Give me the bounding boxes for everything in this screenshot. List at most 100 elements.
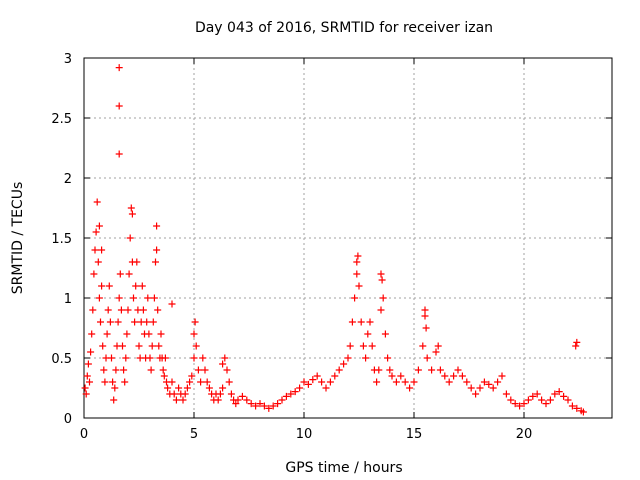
data-point-plus (115, 150, 123, 158)
data-point-plus (149, 318, 157, 326)
y-tick-label: 2 (64, 172, 72, 187)
data-point-plus (381, 330, 389, 338)
data-point-plus (485, 380, 493, 388)
data-point-plus (428, 366, 436, 374)
data-point-plus (143, 318, 151, 326)
data-point-plus (117, 306, 125, 314)
data-point-plus (86, 378, 93, 386)
data-point-plus (112, 366, 120, 374)
data-point-plus (520, 400, 528, 408)
data-point-plus (278, 396, 286, 404)
data-point-plus (83, 372, 91, 380)
data-point-plus (219, 384, 227, 392)
data-point-plus (223, 366, 231, 374)
data-point-plus (203, 378, 211, 386)
plot-frame (83, 57, 613, 419)
data-point-plus (551, 390, 559, 398)
data-point-plus (351, 294, 359, 302)
data-point-plus (92, 228, 100, 236)
data-point-plus (154, 306, 162, 314)
data-point-plus (109, 378, 117, 386)
data-point-plus (414, 366, 422, 374)
data-point-plus (148, 342, 156, 350)
data-point-plus (445, 378, 453, 386)
data-point-plus (322, 384, 330, 392)
y-tick-label: 1.5 (51, 232, 72, 247)
data-point-plus (313, 372, 321, 380)
data-point-plus (91, 246, 99, 254)
data-point-plus (127, 204, 135, 212)
data-point-plus (296, 384, 304, 392)
data-point-plus (108, 354, 115, 362)
data-point-plus (422, 324, 430, 332)
data-point-plus (346, 342, 354, 350)
data-point-plus (355, 282, 363, 290)
data-point-plus (147, 366, 155, 374)
data-point-plus (153, 246, 161, 254)
data-point-plus (161, 354, 169, 362)
data-point-plus (103, 330, 111, 338)
data-point-plus (101, 378, 109, 386)
data-point-plus (97, 318, 104, 326)
data-point-plus (181, 390, 189, 398)
data-point-plus (516, 402, 524, 410)
data-point-plus (450, 372, 458, 380)
data-point-plus (542, 400, 550, 408)
data-point-plus (441, 372, 449, 380)
data-point-plus (309, 376, 317, 384)
data-point-plus (401, 378, 409, 386)
data-point-plus (572, 342, 580, 350)
data-point-plus (199, 354, 207, 362)
grid-lines (84, 58, 612, 418)
data-point-plus (524, 396, 532, 404)
data-point-plus (88, 330, 96, 338)
data-point-plus (434, 342, 442, 350)
data-point-plus (282, 392, 290, 400)
data-point-plus (436, 366, 444, 374)
data-point-plus (463, 378, 471, 386)
data-point-plus (155, 342, 163, 350)
data-point-plus (533, 390, 541, 398)
data-point-plus (421, 306, 429, 314)
x-axis-label: GPS time / hours (285, 460, 402, 476)
x-tick-label: 0 (80, 427, 88, 442)
data-point-plus (144, 294, 152, 302)
data-point-plus (114, 318, 122, 326)
data-point-plus (379, 294, 387, 302)
data-point-plus (138, 282, 146, 290)
data-point-plus (232, 400, 240, 408)
data-point-plus (260, 402, 268, 410)
data-point-plus (291, 388, 299, 396)
data-point-plus (116, 270, 124, 278)
data-point-plus (130, 294, 137, 302)
data-point-plus (476, 384, 484, 392)
data-point-plus (95, 294, 103, 302)
data-point-plus (115, 294, 123, 302)
data-point-plus (538, 396, 546, 404)
data-point-plus (238, 392, 246, 400)
data-point-plus (454, 366, 462, 374)
data-point-plus (247, 400, 255, 408)
data-point-plus (353, 270, 361, 278)
data-point-plus (368, 342, 376, 350)
data-point-plus (354, 252, 362, 260)
data-point-plus (579, 408, 587, 416)
data-point-plus (304, 380, 312, 388)
data-point-plus (214, 396, 222, 404)
data-point-plus (489, 384, 497, 392)
data-point-plus (269, 402, 277, 410)
data-point-plus (172, 396, 180, 404)
data-point-plus (188, 372, 196, 380)
data-point-plus (153, 222, 161, 230)
data-point-plus (498, 372, 506, 380)
data-point-plus (225, 378, 233, 386)
data-points (81, 64, 587, 416)
data-point-plus (192, 342, 200, 350)
data-point-plus (546, 396, 554, 404)
data-point-plus (243, 396, 251, 404)
data-point-plus (555, 388, 563, 396)
data-point-plus (467, 384, 475, 392)
data-point-plus (564, 396, 572, 404)
data-point-plus (234, 396, 242, 404)
data-point-plus (265, 404, 273, 412)
